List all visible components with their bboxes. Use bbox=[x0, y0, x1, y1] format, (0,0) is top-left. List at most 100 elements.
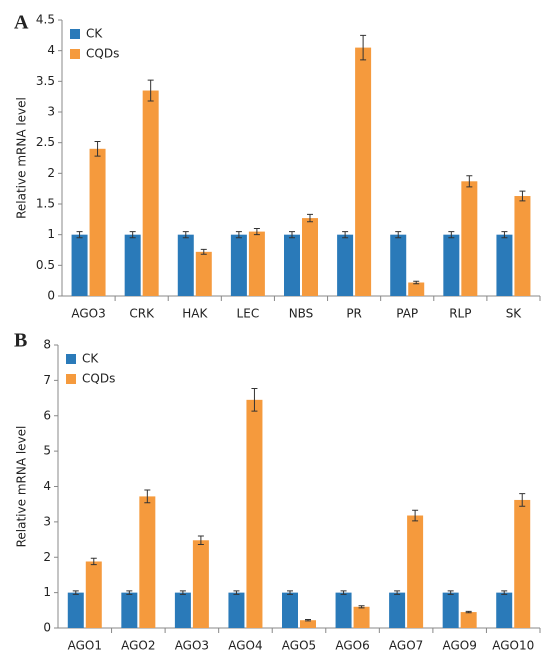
bar bbox=[514, 499, 531, 628]
x-tick-label: CRK bbox=[129, 307, 155, 321]
error-bar bbox=[305, 619, 311, 622]
bar bbox=[408, 282, 425, 296]
x-tick-label: AGO6 bbox=[335, 639, 369, 653]
x-tick-label: AGO10 bbox=[492, 639, 534, 653]
bar bbox=[230, 234, 247, 296]
bar bbox=[355, 47, 372, 296]
error-bar bbox=[289, 231, 295, 239]
y-tick-label: 4.5 bbox=[36, 13, 55, 27]
legend-label: CQDs bbox=[86, 47, 119, 61]
legend-swatch bbox=[66, 354, 76, 364]
x-tick-label: AGO3 bbox=[175, 639, 209, 653]
y-tick-label: 1 bbox=[43, 585, 51, 599]
x-tick-label: AGO4 bbox=[228, 639, 262, 653]
error-bar bbox=[233, 590, 240, 595]
error-bar bbox=[394, 590, 401, 595]
bar bbox=[282, 592, 298, 628]
bar bbox=[248, 231, 265, 296]
x-tick-label: AGO5 bbox=[282, 639, 316, 653]
bar bbox=[461, 181, 478, 296]
bar bbox=[514, 196, 531, 296]
legend-label: CK bbox=[86, 27, 103, 41]
bar bbox=[142, 90, 159, 297]
bar bbox=[71, 234, 88, 296]
error-bar bbox=[235, 231, 242, 239]
bar bbox=[335, 592, 352, 628]
bar bbox=[300, 620, 316, 628]
bar bbox=[496, 234, 513, 296]
y-tick-label: 2.5 bbox=[36, 135, 55, 149]
bar bbox=[177, 234, 194, 296]
error-bar bbox=[197, 535, 204, 546]
x-tick-label: AGO3 bbox=[71, 307, 105, 321]
x-tick-label: LEC bbox=[237, 307, 260, 321]
y-tick-label: 0 bbox=[43, 621, 51, 635]
error-bar bbox=[413, 280, 420, 285]
legend-label: CQDs bbox=[82, 372, 115, 386]
error-bar bbox=[519, 493, 526, 507]
y-tick-label: 1 bbox=[47, 227, 55, 241]
x-tick-label: PR bbox=[346, 307, 362, 321]
bar bbox=[389, 592, 406, 628]
y-tick-label: 2 bbox=[43, 550, 51, 564]
y-tick-label: 3 bbox=[47, 105, 55, 119]
error-bar bbox=[307, 213, 313, 223]
bar bbox=[353, 606, 370, 628]
panel-label: B bbox=[14, 330, 27, 352]
error-bar bbox=[76, 231, 83, 239]
y-tick-label: 3.5 bbox=[36, 74, 55, 88]
bar bbox=[337, 234, 354, 296]
x-tick-label: PAP bbox=[396, 307, 418, 321]
y-tick-label: 7 bbox=[43, 373, 51, 387]
bar bbox=[442, 592, 459, 628]
error-bar bbox=[129, 231, 136, 239]
error-bar bbox=[448, 231, 455, 239]
error-bar bbox=[94, 140, 101, 157]
x-tick-label: AGO7 bbox=[389, 639, 423, 653]
error-bar bbox=[287, 590, 293, 595]
error-bar bbox=[251, 388, 258, 412]
bar bbox=[121, 592, 138, 628]
y-tick-label: 3 bbox=[43, 514, 51, 528]
error-bar bbox=[501, 231, 508, 239]
error-bar bbox=[179, 590, 186, 595]
error-bar bbox=[72, 590, 79, 595]
bar bbox=[496, 592, 513, 628]
error-bar bbox=[395, 231, 402, 239]
y-tick-label: 4 bbox=[47, 43, 55, 57]
bar bbox=[192, 540, 209, 628]
y-tick-label: 5 bbox=[43, 444, 51, 458]
bar bbox=[195, 251, 212, 296]
bar bbox=[89, 148, 106, 296]
x-tick-label: AGO9 bbox=[442, 639, 476, 653]
y-tick-label: 0.5 bbox=[36, 258, 55, 272]
error-bar bbox=[200, 248, 207, 255]
error-bar bbox=[340, 590, 347, 595]
legend-swatch bbox=[70, 29, 80, 39]
error-bar bbox=[147, 79, 154, 102]
error-bar bbox=[466, 175, 473, 188]
bar bbox=[67, 592, 84, 628]
error-bar bbox=[501, 590, 508, 595]
bar bbox=[124, 234, 141, 296]
panel-label: A bbox=[14, 12, 29, 34]
error-bar bbox=[253, 228, 260, 236]
error-bar bbox=[465, 610, 472, 614]
legend-swatch bbox=[70, 49, 80, 59]
y-tick-label: 2 bbox=[47, 166, 55, 180]
error-bar bbox=[182, 231, 189, 239]
error-bar bbox=[447, 590, 454, 595]
y-tick-label: 8 bbox=[43, 338, 51, 352]
error-bar bbox=[358, 605, 365, 609]
x-tick-label: AGO2 bbox=[121, 639, 155, 653]
bar bbox=[139, 496, 156, 628]
y-tick-label: 1.5 bbox=[36, 197, 55, 211]
x-tick-label: HAK bbox=[182, 307, 208, 321]
error-bar bbox=[90, 557, 97, 566]
y-axis-label: Relative mRNA level bbox=[15, 97, 29, 219]
x-tick-label: SK bbox=[506, 307, 523, 321]
bar bbox=[85, 561, 102, 628]
bar bbox=[390, 234, 407, 296]
y-tick-label: 0 bbox=[47, 289, 55, 303]
